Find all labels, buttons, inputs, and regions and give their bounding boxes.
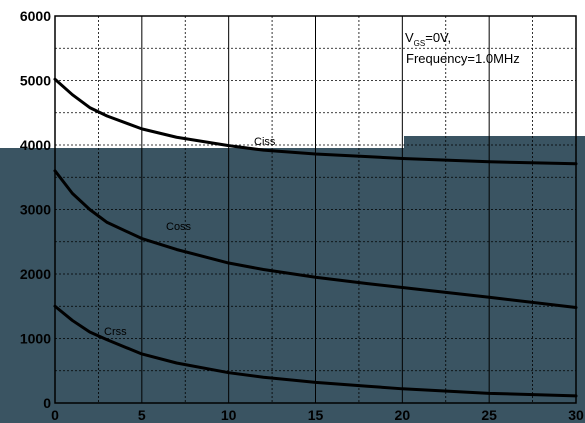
x-tick-label: 25 [481, 407, 497, 423]
x-tick-label: 15 [308, 407, 324, 423]
y-tick-label: 2000 [20, 266, 51, 282]
y-tick-label: 6000 [20, 8, 51, 24]
y-tick-label: 3000 [20, 202, 51, 218]
x-tick-label: 30 [568, 407, 584, 423]
grid [55, 16, 576, 403]
tick-labels: 0 1000 2000 3000 4000 5000 6000 0 5 10 15 20 25 30 [20, 8, 584, 423]
y-tick-label: 4000 [20, 137, 51, 153]
conditions-annotation-line2: Frequency=1.0MHz [406, 51, 520, 66]
x-tick-label: 20 [395, 407, 411, 423]
y-tick-label: 5000 [20, 73, 51, 89]
series-label-coss: Coss [166, 221, 192, 233]
x-tick-label: 10 [221, 407, 237, 423]
y-tick-label: 1000 [20, 331, 51, 347]
series-label-crss: Crss [104, 326, 127, 338]
series-line-ciss [53, 77, 578, 166]
series-label-ciss: Ciss [254, 136, 276, 148]
y-tick-label: 0 [43, 395, 51, 411]
series-line-crss [53, 304, 578, 398]
lower-panel [0, 136, 585, 423]
x-tick-label: 0 [51, 407, 59, 423]
conditions-annotation-line1: VGS=0V, [405, 30, 451, 48]
x-tick-label: 5 [138, 407, 146, 423]
series-group [53, 77, 578, 398]
series-line-coss [53, 169, 578, 310]
